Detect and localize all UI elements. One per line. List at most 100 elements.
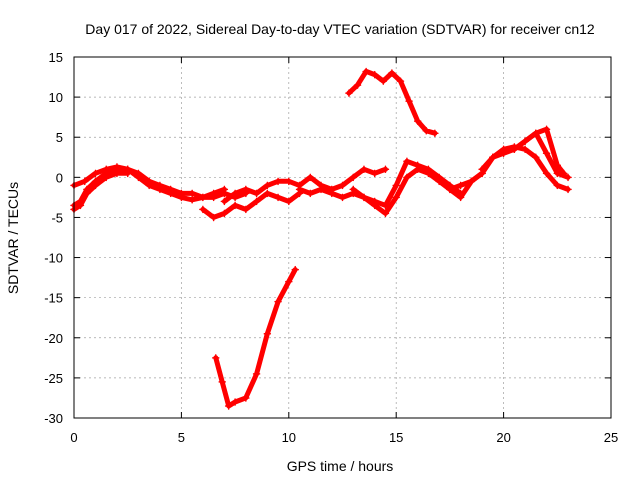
y-tick-label: 5 bbox=[56, 130, 63, 145]
data-point bbox=[489, 153, 497, 162]
data-point bbox=[403, 173, 411, 182]
series-arc-4 bbox=[200, 190, 302, 220]
data-point bbox=[263, 330, 272, 338]
y-tick-label: 10 bbox=[49, 90, 63, 105]
data-point bbox=[362, 67, 370, 76]
data-point bbox=[285, 197, 293, 206]
data-point bbox=[510, 145, 519, 154]
grid bbox=[74, 57, 611, 418]
data-point bbox=[349, 173, 357, 182]
data-point bbox=[220, 185, 229, 194]
data-point bbox=[188, 196, 196, 204]
series-arc-9 bbox=[213, 267, 298, 409]
data-point bbox=[274, 177, 282, 186]
plot-frame bbox=[73, 56, 612, 419]
data-point bbox=[102, 165, 110, 174]
data-point bbox=[306, 173, 315, 182]
data-point bbox=[396, 77, 405, 85]
data-point bbox=[317, 185, 325, 194]
data-point bbox=[83, 189, 91, 198]
data-point bbox=[220, 209, 229, 218]
data-point bbox=[542, 169, 551, 178]
data-point bbox=[345, 89, 353, 97]
series-arc-12 bbox=[511, 126, 567, 176]
data-point bbox=[274, 297, 282, 306]
data-point bbox=[113, 163, 121, 171]
data-point bbox=[188, 189, 196, 198]
data-point bbox=[306, 189, 315, 198]
data-point bbox=[218, 378, 226, 386]
data-point bbox=[199, 193, 207, 202]
data-point bbox=[338, 193, 347, 202]
data-point bbox=[145, 181, 153, 190]
y-tick-label: -5 bbox=[51, 210, 63, 225]
data-point bbox=[353, 81, 362, 89]
series-arc-8 bbox=[346, 68, 438, 136]
data-point bbox=[521, 145, 529, 154]
y-tick-label: -20 bbox=[44, 331, 63, 346]
data-point bbox=[263, 181, 272, 190]
x-tick-label: 5 bbox=[178, 430, 185, 445]
data-point bbox=[456, 181, 465, 190]
data-point bbox=[209, 213, 218, 222]
data-point bbox=[413, 117, 422, 125]
data-point bbox=[242, 205, 250, 214]
data-point bbox=[209, 189, 218, 198]
data-point bbox=[166, 189, 175, 198]
data-point bbox=[349, 185, 357, 194]
data-point bbox=[360, 165, 368, 174]
data-point bbox=[252, 370, 261, 378]
series-arc-7 bbox=[350, 166, 485, 216]
data-point bbox=[242, 394, 250, 402]
data-point bbox=[435, 177, 443, 186]
data-point bbox=[381, 165, 390, 174]
data-point bbox=[252, 197, 261, 206]
data-point bbox=[134, 173, 143, 182]
data-point bbox=[370, 201, 379, 210]
data-point bbox=[295, 185, 304, 194]
data-point bbox=[532, 153, 540, 162]
data-point bbox=[499, 149, 508, 158]
data-point bbox=[521, 137, 529, 145]
y-axis-label: SDTVAR / TECUs bbox=[5, 182, 21, 294]
data-point bbox=[199, 205, 207, 214]
data-point bbox=[542, 149, 551, 158]
data-point bbox=[381, 201, 390, 210]
data-point bbox=[403, 157, 411, 166]
data-point bbox=[564, 185, 572, 194]
data-point bbox=[422, 127, 431, 135]
x-tick-label: 0 bbox=[70, 430, 77, 445]
y-tick-label: 15 bbox=[49, 50, 63, 65]
data-point bbox=[231, 201, 239, 210]
data-point bbox=[231, 398, 239, 406]
data-point bbox=[80, 177, 89, 186]
x-tick-label: 25 bbox=[604, 430, 618, 445]
data-point bbox=[379, 77, 388, 85]
data-point bbox=[370, 70, 379, 79]
data-point bbox=[91, 181, 100, 190]
data-point bbox=[392, 181, 400, 190]
data-point bbox=[405, 97, 413, 105]
series-arc-5 bbox=[221, 166, 388, 204]
data-point bbox=[446, 185, 454, 194]
x-axis-label: GPS time / hours bbox=[287, 458, 394, 474]
data-point bbox=[123, 169, 132, 178]
data-point bbox=[559, 169, 568, 178]
y-tick-label: 0 bbox=[56, 170, 63, 185]
data-point bbox=[242, 185, 250, 194]
x-tick-label: 10 bbox=[282, 430, 296, 445]
data-point bbox=[285, 277, 293, 286]
data-point bbox=[467, 177, 476, 186]
chart-title: Day 017 of 2022, Sidereal Day-to-day VTE… bbox=[85, 21, 595, 37]
data-point bbox=[252, 189, 261, 198]
data-point bbox=[553, 161, 562, 170]
data-point bbox=[553, 181, 562, 190]
data-point bbox=[431, 129, 439, 137]
series-layer bbox=[70, 67, 572, 410]
series-arc-6 bbox=[297, 158, 464, 208]
data-point bbox=[220, 197, 229, 206]
data-point bbox=[338, 181, 347, 190]
y-tick-label: -15 bbox=[44, 291, 63, 306]
data-point bbox=[291, 265, 299, 274]
